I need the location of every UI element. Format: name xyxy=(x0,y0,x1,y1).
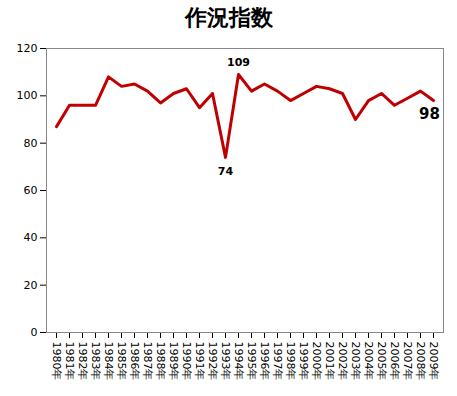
svg-text:1982年: 1982年 xyxy=(76,342,89,381)
svg-text:1993年: 1993年 xyxy=(219,342,232,381)
svg-text:2009年: 2009年 xyxy=(427,342,440,381)
svg-text:1988年: 1988年 xyxy=(154,342,167,381)
svg-text:74: 74 xyxy=(218,165,234,178)
svg-text:1987年: 1987年 xyxy=(141,342,154,381)
svg-text:1997年: 1997年 xyxy=(271,342,284,381)
svg-text:40: 40 xyxy=(24,231,38,244)
svg-text:109: 109 xyxy=(227,56,250,69)
svg-text:2000年: 2000年 xyxy=(310,342,323,381)
svg-text:1986年: 1986年 xyxy=(128,342,141,381)
svg-text:120: 120 xyxy=(17,42,38,55)
svg-text:20: 20 xyxy=(24,279,38,292)
svg-text:1999年: 1999年 xyxy=(297,342,310,381)
svg-text:98: 98 xyxy=(419,105,440,123)
svg-text:1994年: 1994年 xyxy=(232,342,245,381)
svg-text:2005年: 2005年 xyxy=(375,342,388,381)
svg-text:1985年: 1985年 xyxy=(115,342,128,381)
svg-text:1989年: 1989年 xyxy=(167,342,180,381)
svg-text:1991年: 1991年 xyxy=(193,342,206,381)
svg-text:2003年: 2003年 xyxy=(349,342,362,381)
svg-text:2008年: 2008年 xyxy=(414,342,427,381)
svg-text:60: 60 xyxy=(24,184,38,197)
svg-text:1996年: 1996年 xyxy=(258,342,271,381)
svg-text:2002年: 2002年 xyxy=(336,342,349,381)
svg-text:1984年: 1984年 xyxy=(102,342,115,381)
svg-text:2007年: 2007年 xyxy=(401,342,414,381)
svg-text:1990年: 1990年 xyxy=(180,342,193,381)
svg-text:2006年: 2006年 xyxy=(388,342,401,381)
svg-text:1995年: 1995年 xyxy=(245,342,258,381)
svg-text:2004年: 2004年 xyxy=(362,342,375,381)
svg-text:2001年: 2001年 xyxy=(323,342,336,381)
svg-text:1980年: 1980年 xyxy=(50,342,63,381)
svg-text:80: 80 xyxy=(24,137,38,150)
svg-text:1992年: 1992年 xyxy=(206,342,219,381)
svg-text:100: 100 xyxy=(17,89,38,102)
svg-text:1981年: 1981年 xyxy=(63,342,76,381)
svg-text:0: 0 xyxy=(31,326,38,339)
svg-text:1998年: 1998年 xyxy=(284,342,297,381)
html-text:作況指数: 作況指数 xyxy=(184,5,273,30)
svg-text:1983年: 1983年 xyxy=(89,342,102,381)
